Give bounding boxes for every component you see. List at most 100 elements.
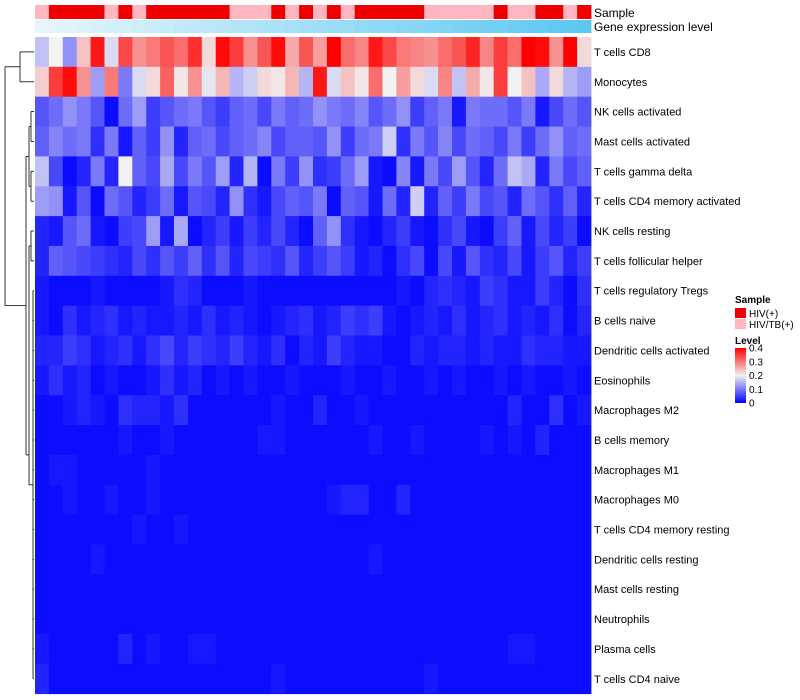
heatmap-cell bbox=[76, 305, 91, 336]
heatmap-cell bbox=[104, 186, 119, 217]
heatmap-cell bbox=[174, 604, 189, 635]
heatmap-cell bbox=[271, 544, 286, 575]
heatmap-cell bbox=[160, 126, 175, 157]
heatmap-cell bbox=[35, 216, 50, 247]
heatmap-cell bbox=[104, 514, 119, 545]
heatmap-cell bbox=[438, 425, 453, 456]
heatmap-cell bbox=[313, 454, 328, 486]
gene-annotation-title: Gene expression level bbox=[594, 20, 713, 34]
heatmap-cell bbox=[535, 454, 550, 486]
heatmap-cell bbox=[382, 365, 397, 396]
heatmap-cell bbox=[35, 335, 50, 366]
heatmap-cell bbox=[285, 126, 300, 157]
heatmap-cell bbox=[396, 574, 411, 605]
heatmap-cell bbox=[424, 484, 439, 515]
heatmap-cell bbox=[326, 66, 342, 98]
heatmap-cell bbox=[521, 663, 536, 695]
heatmap-cell bbox=[354, 634, 369, 665]
heatmap-cell bbox=[243, 305, 258, 336]
heatmap-cell bbox=[410, 186, 425, 217]
heatmap-cell bbox=[229, 186, 244, 217]
heatmap-cell bbox=[507, 365, 522, 396]
heatmap-cell bbox=[438, 514, 453, 545]
heatmap-cell bbox=[396, 245, 411, 277]
heatmap-cell bbox=[340, 275, 356, 307]
sample-annotation-cell bbox=[465, 5, 481, 19]
gene-expression-cell bbox=[479, 20, 495, 33]
sample-annotation-cell bbox=[326, 5, 342, 19]
heatmap-cell bbox=[243, 544, 258, 575]
heatmap-cell bbox=[285, 395, 300, 426]
heatmap-cell bbox=[187, 186, 203, 217]
sample-annotation-bar bbox=[35, 5, 592, 19]
heatmap-cell bbox=[354, 216, 369, 247]
heatmap-cell bbox=[243, 634, 258, 665]
heatmap-cell bbox=[90, 216, 105, 247]
heatmap-cell bbox=[535, 395, 550, 426]
heatmap-cell bbox=[48, 275, 64, 307]
heatmap-cell bbox=[257, 395, 272, 426]
heatmap-cell bbox=[132, 96, 147, 127]
heatmap-cell bbox=[521, 245, 536, 277]
heatmap-cell bbox=[521, 126, 536, 157]
heatmap-cell bbox=[215, 96, 230, 127]
heatmap-cell bbox=[243, 514, 258, 545]
heatmap-cell bbox=[507, 634, 522, 665]
heatmap-cell bbox=[326, 544, 342, 575]
heatmap-cell bbox=[201, 663, 217, 695]
heatmap-cell bbox=[104, 544, 119, 575]
heatmap-cell bbox=[465, 305, 481, 336]
heatmap-cell bbox=[132, 305, 147, 336]
heatmap-cell bbox=[215, 275, 230, 307]
heatmap-cell bbox=[271, 305, 286, 336]
sample-annotation-cell bbox=[535, 5, 550, 19]
heatmap-cell bbox=[382, 604, 397, 635]
heatmap-cell bbox=[563, 66, 578, 98]
heatmap-cell bbox=[243, 275, 258, 307]
heatmap-cell bbox=[104, 604, 119, 635]
heatmap-cell bbox=[174, 37, 189, 68]
heatmap-cell bbox=[257, 634, 272, 665]
heatmap-cell bbox=[146, 365, 161, 396]
heatmap-cell bbox=[368, 365, 383, 396]
heatmap-cell bbox=[299, 604, 314, 635]
heatmap-cell bbox=[104, 245, 119, 277]
heatmap-cell bbox=[132, 156, 147, 187]
heatmap-cell bbox=[326, 574, 342, 605]
heatmap-cell bbox=[215, 454, 230, 486]
heatmap-cell bbox=[187, 484, 203, 515]
heatmap-cell bbox=[48, 634, 64, 665]
heatmap-cell bbox=[493, 544, 508, 575]
heatmap-cell bbox=[326, 454, 342, 486]
heatmap-cell bbox=[201, 365, 217, 396]
sample-annotation-cell bbox=[479, 5, 495, 19]
heatmap-cell bbox=[160, 365, 175, 396]
sample-annotation-cell bbox=[104, 5, 119, 19]
heatmap-cell bbox=[479, 275, 495, 307]
heatmap-cell bbox=[368, 245, 383, 277]
heatmap-cell bbox=[62, 305, 78, 336]
heatmap-cell bbox=[132, 514, 147, 545]
heatmap-cell bbox=[215, 634, 230, 665]
heatmap-cell bbox=[285, 66, 300, 98]
heatmap-cell bbox=[465, 484, 481, 515]
heatmap-cell bbox=[243, 574, 258, 605]
heatmap-cell bbox=[118, 37, 133, 68]
heatmap-cell bbox=[62, 96, 78, 127]
heatmap-cell bbox=[577, 37, 592, 68]
heatmap-cell bbox=[368, 66, 383, 98]
heatmap-cell bbox=[146, 126, 161, 157]
heatmap-cell bbox=[521, 395, 536, 426]
heatmap-cell bbox=[424, 544, 439, 575]
heatmap-cell bbox=[465, 514, 481, 545]
heatmap-cell bbox=[285, 186, 300, 217]
heatmap-cell bbox=[452, 574, 467, 605]
heatmap-cell bbox=[229, 245, 244, 277]
heatmap-cell bbox=[507, 574, 522, 605]
heatmap-cell bbox=[48, 96, 64, 127]
heatmap-cell bbox=[104, 574, 119, 605]
row-label: B cells naive bbox=[594, 316, 656, 328]
heatmap-cell bbox=[187, 514, 203, 545]
heatmap-cell bbox=[507, 156, 522, 187]
heatmap-cell bbox=[535, 305, 550, 336]
